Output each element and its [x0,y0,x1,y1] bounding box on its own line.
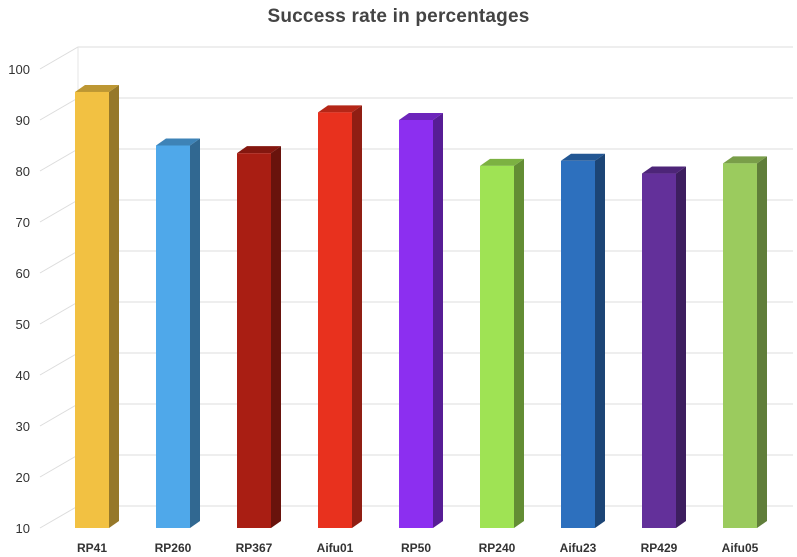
bar-top-face [237,146,281,154]
bar-top-face [399,113,443,120]
bar-side-face [514,158,524,528]
y-tick-label: 20 [16,470,30,485]
y-tick-label: 30 [16,419,30,434]
y-tick-label: 90 [16,113,30,128]
bar-top-face [480,158,524,166]
bar-side-face [676,166,686,529]
y-axis: 10 20 30 40 50 60 70 80 90 100 [8,62,30,536]
bar-rp50 [399,113,443,528]
bar-side-face [352,105,362,528]
x-tick-label: RP240 [479,541,516,555]
bar-front-face [480,165,514,528]
x-tick-label: RP429 [641,541,678,555]
x-tick-label: Aifu01 [317,541,354,555]
x-tick-label: RP50 [401,541,431,555]
bar-aifu23 [561,153,605,529]
bar-front-face [237,153,271,528]
bar-side-face [433,113,443,528]
bar-top-face [642,166,686,174]
bar-top-face [156,138,200,146]
y-tick-label: 60 [16,266,30,281]
grid-line [39,46,793,70]
bar-side-face [595,153,605,529]
bar-rp429 [642,166,686,529]
bar-top-face [561,153,605,161]
bar-rp240 [480,158,524,528]
bar-top-face [75,84,119,92]
bar-aifu05 [723,156,767,528]
x-tick-label: RP260 [155,541,192,555]
bar-rp367 [237,146,281,528]
x-tick-label: RP41 [77,541,107,555]
bar-top-face [723,156,767,164]
x-tick-label: RP367 [236,541,273,555]
x-axis: RP41 RP260 RP367 Aifu01 RP50 RP240 Aifu23 RP429… [77,541,759,555]
bar-rp41 [75,84,119,528]
bar-side-face [757,156,767,528]
bar-front-face [642,173,676,529]
y-tick-label: 80 [16,164,30,179]
chart-title: Success rate in percentages [267,6,530,27]
bar-front-face [723,163,757,528]
bar-front-face [399,120,433,528]
y-tick-label: 50 [16,317,30,332]
y-tick-label: 10 [16,521,30,536]
bar-side-face [190,138,200,528]
bar-front-face [156,145,190,528]
bar-front-face [318,112,352,528]
bar-front-face [75,91,109,528]
x-tick-label: Aifu23 [560,541,597,555]
bars [75,84,767,529]
y-tick-label: 70 [16,215,30,230]
bar-top-face [318,105,362,113]
x-tick-label: Aifu05 [722,541,759,555]
y-tick-label: 40 [16,368,30,383]
bar-side-face [271,146,281,528]
bar-rp260 [156,138,200,528]
bar-front-face [561,160,595,529]
y-tick-label: 100 [8,62,30,77]
bar-aifu01 [318,105,362,528]
bar-side-face [109,84,119,528]
